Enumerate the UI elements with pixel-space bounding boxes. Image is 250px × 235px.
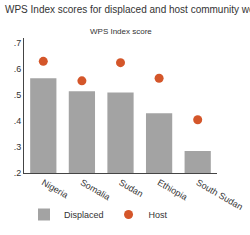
svg-text:.7: .7	[14, 38, 22, 48]
svg-text:WPS Index score: WPS Index score	[90, 27, 152, 36]
svg-text:Nigeria: Nigeria	[40, 177, 70, 200]
svg-text:Host: Host	[149, 210, 168, 220]
svg-text:South Sudan: South Sudan	[194, 177, 244, 212]
svg-text:.4: .4	[14, 116, 22, 126]
svg-text:Displaced: Displaced	[64, 210, 104, 220]
svg-text:.3: .3	[14, 142, 22, 152]
svg-text:.5: .5	[14, 90, 22, 100]
svg-text:.2: .2	[14, 168, 22, 178]
svg-text:Sudan: Sudan	[117, 177, 145, 199]
svg-text:.6: .6	[14, 64, 22, 74]
svg-text:Somalia: Somalia	[79, 177, 112, 202]
svg-text:WPS Index scores for displaced: WPS Index scores for displaced and host …	[5, 4, 250, 15]
svg-text:Ethiopia: Ethiopia	[156, 177, 189, 202]
